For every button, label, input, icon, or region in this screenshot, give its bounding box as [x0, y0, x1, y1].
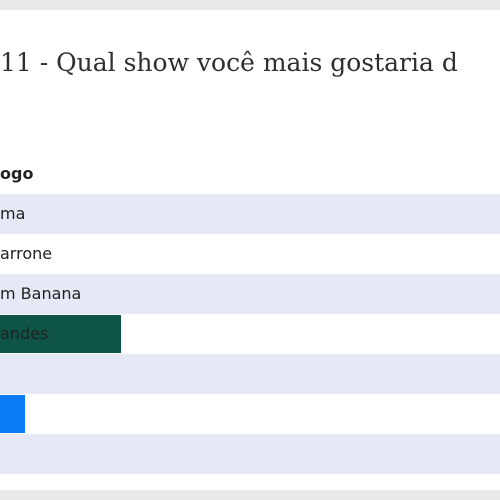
poll-results-page: 11 - Qual show você mais gostaria d ogo … — [0, 10, 500, 490]
poll-option-row — [0, 434, 500, 474]
poll-option-row: m Banana — [0, 274, 500, 314]
poll-option-row: arrone — [0, 234, 500, 274]
poll-option-label: arrone — [0, 244, 53, 263]
poll-option-label: andes — [0, 324, 49, 343]
poll-option-label: ogo — [0, 164, 34, 183]
poll-question-title: 11 - Qual show você mais gostaria d — [0, 48, 458, 77]
vote-bar — [0, 315, 121, 353]
poll-option-row: ogo — [0, 154, 500, 194]
vote-bar — [0, 395, 25, 433]
poll-option-row — [0, 394, 500, 434]
poll-option-row — [0, 354, 500, 394]
poll-option-row: ma — [0, 194, 500, 234]
poll-option-label: ma — [0, 204, 26, 223]
poll-options-list: ogo ma arrone m Banana andes — [0, 154, 500, 474]
poll-option-label: m Banana — [0, 284, 82, 303]
poll-option-row: andes — [0, 314, 500, 354]
